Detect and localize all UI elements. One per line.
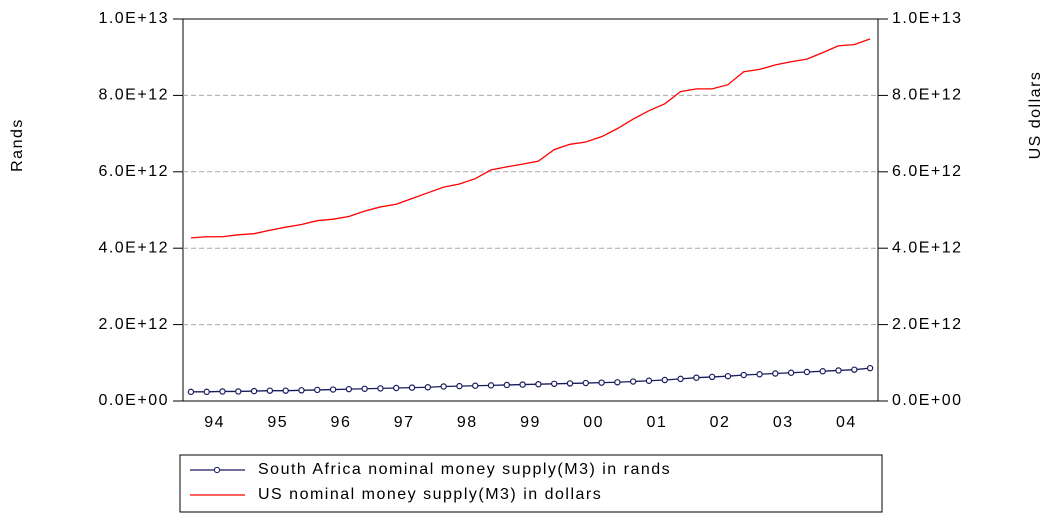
series-marker [235,388,242,395]
series-marker [803,368,811,376]
legend-marker [213,466,221,474]
series-marker [645,377,653,384]
x-tick-label: 03 [773,414,794,431]
series-marker [582,379,589,387]
series-marker [440,383,447,390]
series-marker [614,379,621,386]
series-marker [361,385,368,392]
series-marker [835,367,842,374]
series-marker [629,378,637,385]
series-marker [677,375,684,383]
x-tick-label: 99 [520,414,541,431]
series-marker [851,366,858,373]
series-marker [314,386,321,394]
series-marker [535,380,542,388]
series-marker [756,371,763,378]
series-marker [377,385,384,392]
series-marker [298,387,305,394]
y-tick-label: 6.0E+12 [98,163,169,180]
series-marker [866,364,874,372]
x-tick-label: 95 [267,414,288,431]
x-tick-label: 94 [204,414,225,431]
series-line [190,38,871,239]
x-tick-label: 01 [646,414,667,431]
series-marker [724,372,732,380]
series-marker [250,387,258,395]
legend-label: US nominal money supply(M3) in dollars [258,486,602,503]
series-marker [550,380,558,388]
series-marker [266,387,274,394]
y2-tick-label: 1.0E+13 [892,10,963,27]
series-marker [472,382,479,389]
y-tick-label: 2.0E+12 [98,316,169,333]
y2-tick-label: 6.0E+12 [892,163,963,180]
series-marker [329,386,337,393]
x-tick-label: 97 [394,414,415,431]
y-tick-label: 4.0E+12 [98,239,169,256]
series-marker [424,384,432,391]
series-marker [598,379,605,386]
series-marker [487,382,495,389]
series-marker [456,382,463,390]
x-tick-label: 96 [331,414,352,431]
series-marker [503,381,511,389]
y2-tick-label: 4.0E+12 [892,239,963,256]
y-tick-label: 1.0E+13 [98,10,169,27]
y2-axis-label: US dollars [1027,71,1044,160]
y-tick-label: 8.0E+12 [98,87,169,104]
series-marker [345,385,353,393]
series-marker [661,376,668,384]
series-marker [819,368,826,375]
series-marker [708,373,716,381]
series-marker [772,370,779,377]
x-tick-label: 98 [457,414,478,431]
series-line [190,367,871,393]
series-marker [219,388,226,395]
x-tick-label: 00 [583,414,604,431]
series-marker [519,381,526,388]
y2-tick-label: 8.0E+12 [892,87,963,104]
series-marker [393,384,400,392]
legend-box [179,454,883,513]
series-marker [203,388,210,396]
series-marker [693,374,700,381]
series-marker [187,388,195,396]
y2-tick-label: 2.0E+12 [892,316,963,333]
series-marker [408,384,416,391]
series-marker [282,387,289,394]
y-tick-label: 0.0E+00 [98,392,169,409]
x-tick-label: 04 [836,414,857,431]
series-marker [740,371,747,379]
series-marker [566,380,574,387]
x-tick-label: 02 [710,414,731,431]
legend-label: South Africa nominal money supply(M3) in… [258,461,671,478]
y-axis-label: Rands [9,118,26,172]
y2-tick-label: 0.0E+00 [892,392,963,409]
plot-frame [182,18,879,402]
series-marker [787,369,795,376]
